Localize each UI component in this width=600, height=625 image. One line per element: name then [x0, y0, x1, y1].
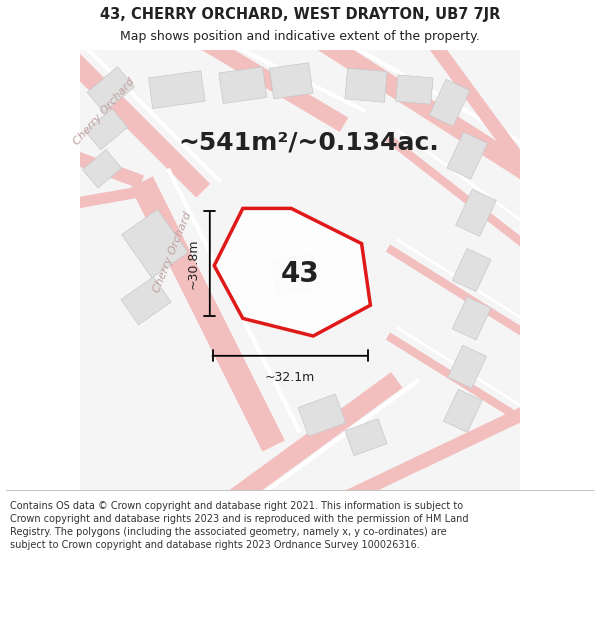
Text: ~32.1m: ~32.1m — [265, 371, 315, 384]
Polygon shape — [122, 209, 188, 278]
Polygon shape — [396, 75, 433, 104]
Text: ~541m²/~0.134ac.: ~541m²/~0.134ac. — [178, 131, 439, 154]
Polygon shape — [214, 208, 370, 336]
Polygon shape — [82, 149, 122, 188]
Polygon shape — [121, 277, 171, 325]
Polygon shape — [85, 109, 128, 150]
Polygon shape — [455, 189, 496, 236]
Polygon shape — [345, 419, 387, 456]
Text: 43: 43 — [281, 261, 319, 288]
Text: Cherry Orchard: Cherry Orchard — [152, 211, 193, 294]
Polygon shape — [429, 79, 470, 126]
Polygon shape — [448, 345, 487, 388]
Polygon shape — [298, 394, 346, 436]
Polygon shape — [149, 71, 205, 109]
Polygon shape — [345, 68, 387, 102]
Text: Map shows position and indicative extent of the property.: Map shows position and indicative extent… — [120, 29, 480, 42]
Text: Contains OS data © Crown copyright and database right 2021. This information is : Contains OS data © Crown copyright and d… — [10, 501, 469, 551]
Text: ~30.8m: ~30.8m — [187, 238, 200, 289]
Polygon shape — [271, 253, 320, 296]
Polygon shape — [452, 297, 491, 340]
Text: 43, CHERRY ORCHARD, WEST DRAYTON, UB7 7JR: 43, CHERRY ORCHARD, WEST DRAYTON, UB7 7J… — [100, 8, 500, 22]
Polygon shape — [219, 67, 267, 104]
Polygon shape — [269, 62, 313, 99]
Polygon shape — [443, 389, 482, 432]
Polygon shape — [87, 67, 134, 112]
Polygon shape — [452, 249, 491, 291]
Text: Cherry Orchard: Cherry Orchard — [71, 76, 137, 147]
Polygon shape — [447, 132, 488, 179]
